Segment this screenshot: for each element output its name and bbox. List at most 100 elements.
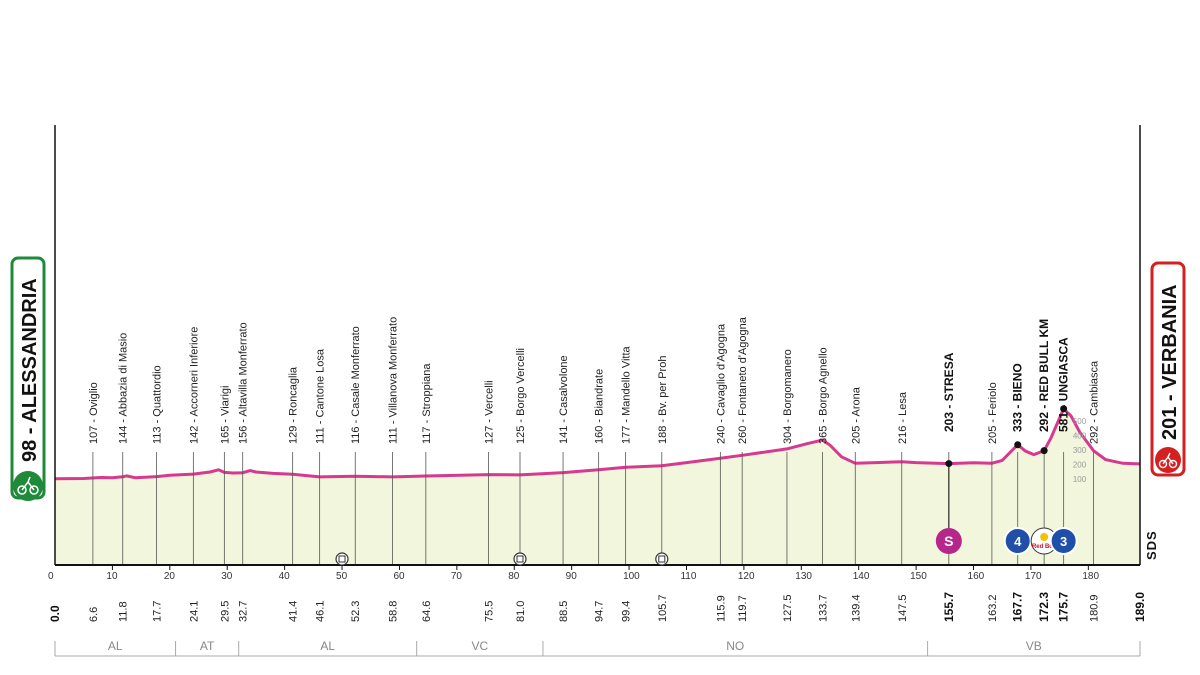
- waypoint-label: 177 - Mandello Vitta: [621, 345, 633, 444]
- waypoint-label: 365 - Borgo Agnello: [818, 347, 830, 444]
- waypoint-km: 75.5: [483, 601, 495, 622]
- waypoint-km: 172.3: [1037, 592, 1051, 622]
- waypoint-km: 81.0: [515, 601, 527, 622]
- tunnel-icons: [335, 552, 669, 566]
- waypoint-label: 117 - Stroppiana: [421, 363, 433, 444]
- waypoint-km: 6.6: [88, 607, 100, 622]
- profile-area: [55, 408, 1140, 565]
- km-labels: 6.6 11.8 17.7 24.1 29.5 32.7 41.4 46.1 52.3 58.8 6…: [48, 592, 1147, 622]
- waypoint-label: 107 - Oviglio: [88, 382, 100, 444]
- x-axis-tick-label: 120: [738, 571, 755, 582]
- waypoint-km: 29.5: [219, 601, 231, 622]
- x-axis-tick-label: 30: [221, 571, 233, 582]
- level-crossing-icon: [335, 552, 349, 566]
- waypoint-label: 292 - Cambiasca: [1089, 360, 1101, 444]
- redbull-marker-label: Red Bull: [1032, 544, 1057, 550]
- waypoint-label: 203 - STRESA: [942, 352, 956, 432]
- waypoint-km: 139.4: [850, 594, 862, 622]
- waypoint-label: 240 - Cavaglio d'Agogna: [715, 323, 727, 444]
- x-axis-tick-label: 80: [508, 571, 520, 582]
- climb-scale-label: 200: [1073, 461, 1087, 470]
- waypoint-km: 175.7: [1057, 592, 1071, 622]
- waypoint-label: 113 - Quattordio: [152, 365, 164, 444]
- x-axis-tick-label: 140: [853, 571, 870, 582]
- waypoint-label: 160 - Biandrate: [594, 369, 606, 444]
- waypoint-km: 52.3: [350, 601, 362, 622]
- start-km: 0.0: [48, 605, 62, 622]
- waypoint-label: 165 - Viarigi: [219, 386, 231, 445]
- region-label: AT: [200, 639, 215, 653]
- sprint-marker: [935, 528, 962, 554]
- x-axis-tick-label: 110: [680, 571, 696, 582]
- x-axis-tick-label: 20: [164, 571, 176, 582]
- sds-mark: SDS: [1144, 530, 1159, 560]
- waypoint-km: 41.4: [288, 601, 300, 622]
- waypoint-label: 111 - Villanova Monferrato: [388, 317, 400, 444]
- start-cyclist-icon: [13, 471, 43, 501]
- waypoint-km: 99.4: [621, 601, 633, 622]
- finish-badge: 201 - VERBANIA: [1150, 261, 1186, 477]
- start-cyclist-icon-body: [21, 476, 35, 491]
- cat3-climb-marker: [1049, 527, 1078, 555]
- waypoint-km: 32.7: [238, 601, 250, 622]
- waypoint-label: 116 - Casale Monferrato: [350, 326, 362, 444]
- waypoint-dot: [1014, 441, 1022, 449]
- climb-scale-label: 300: [1073, 446, 1087, 455]
- waypoint-km: 180.9: [1089, 594, 1101, 622]
- waypoint-km: 163.2: [987, 594, 999, 622]
- x-axis-tick-label: 150: [910, 571, 927, 582]
- finish-cyclist-icon-body: [1162, 452, 1174, 465]
- region-label: NO: [726, 639, 744, 653]
- region-label: VC: [471, 639, 488, 653]
- waypoint-lines: [92, 405, 1094, 565]
- waypoint-km: 24.1: [188, 601, 200, 622]
- waypoint-label: 260 - Fontaneto d'Agogna: [737, 316, 749, 444]
- waypoint-km: 147.5: [897, 594, 909, 622]
- finish-label: 201 - VERBANIA: [1159, 284, 1181, 440]
- waypoint-label: 216 - Lesa: [897, 391, 909, 444]
- cat3-climb-marker-label: 3: [1060, 534, 1067, 549]
- level-crossing-icon: [655, 552, 669, 566]
- waypoint-km: 46.1: [315, 601, 327, 622]
- start-label: 98 - ALESSANDRIA: [19, 278, 41, 462]
- waypoint-dot: [1040, 447, 1048, 455]
- waypoint-km: 155.7: [942, 592, 956, 622]
- climb-scale-label: 400: [1073, 432, 1087, 441]
- waypoint-label: 333 - BIENO: [1011, 363, 1025, 432]
- waypoint-km: 167.7: [1011, 592, 1025, 622]
- waypoint-label: 142 - Accorneri Inferiore: [188, 327, 200, 444]
- climb-scale: 500 400 300 200 100: [1073, 417, 1087, 484]
- waypoint-km: 94.7: [594, 601, 606, 622]
- climb-scale-label: 100: [1073, 475, 1087, 484]
- waypoint-label: 127 - Vercelli: [483, 380, 495, 444]
- level-crossing-icon-inner: [658, 555, 666, 563]
- x-axis-tick-label: 130: [795, 571, 812, 582]
- waypoint-km: 119.7: [737, 595, 749, 622]
- waypoint-label: 292 - RED BULL KM: [1037, 319, 1051, 432]
- waypoint-km: 133.7: [818, 594, 830, 622]
- waypoint-label: 111 - Cantone Losa: [315, 348, 327, 444]
- waypoint-km: 17.7: [152, 601, 164, 622]
- waypoint-label: 141 - Casalvolone: [558, 355, 570, 444]
- waypoint-label: 129 - Roncaglia: [288, 366, 300, 444]
- region-label: VB: [1026, 639, 1042, 653]
- waypoint-label: 144 - Abbazia di Masio: [118, 333, 130, 444]
- x-axis-tick-label: 40: [279, 571, 291, 582]
- waypoint-km: 58.8: [388, 601, 400, 622]
- x-axis-tick-label: 60: [393, 571, 405, 582]
- waypoint-label: 581 - UNGIASCA: [1057, 337, 1071, 432]
- level-crossing-icon-inner: [516, 555, 524, 563]
- waypoint-km: 88.5: [558, 601, 570, 622]
- waypoint-km: 115.9: [715, 595, 727, 622]
- waypoint-label: 156 - Altavilla Monferrato: [238, 322, 250, 444]
- finish-km: 189.0: [1133, 592, 1147, 622]
- x-axis-tick-label: 90: [566, 571, 578, 582]
- waypoint-km: 11.8: [118, 601, 130, 622]
- x-axis-tick-label: 0: [48, 571, 54, 582]
- start-cyclist-icon-wheel-b: [29, 485, 39, 495]
- level-crossing-icon: [513, 552, 527, 566]
- waypoint-label: 205 - Arona: [850, 386, 862, 444]
- x-axis: 0 10 20 30 40 50 60 70 80 90 100 110 120 130 140 150 160…: [48, 564, 1140, 582]
- cat4-climb-marker-label: 4: [1014, 534, 1022, 549]
